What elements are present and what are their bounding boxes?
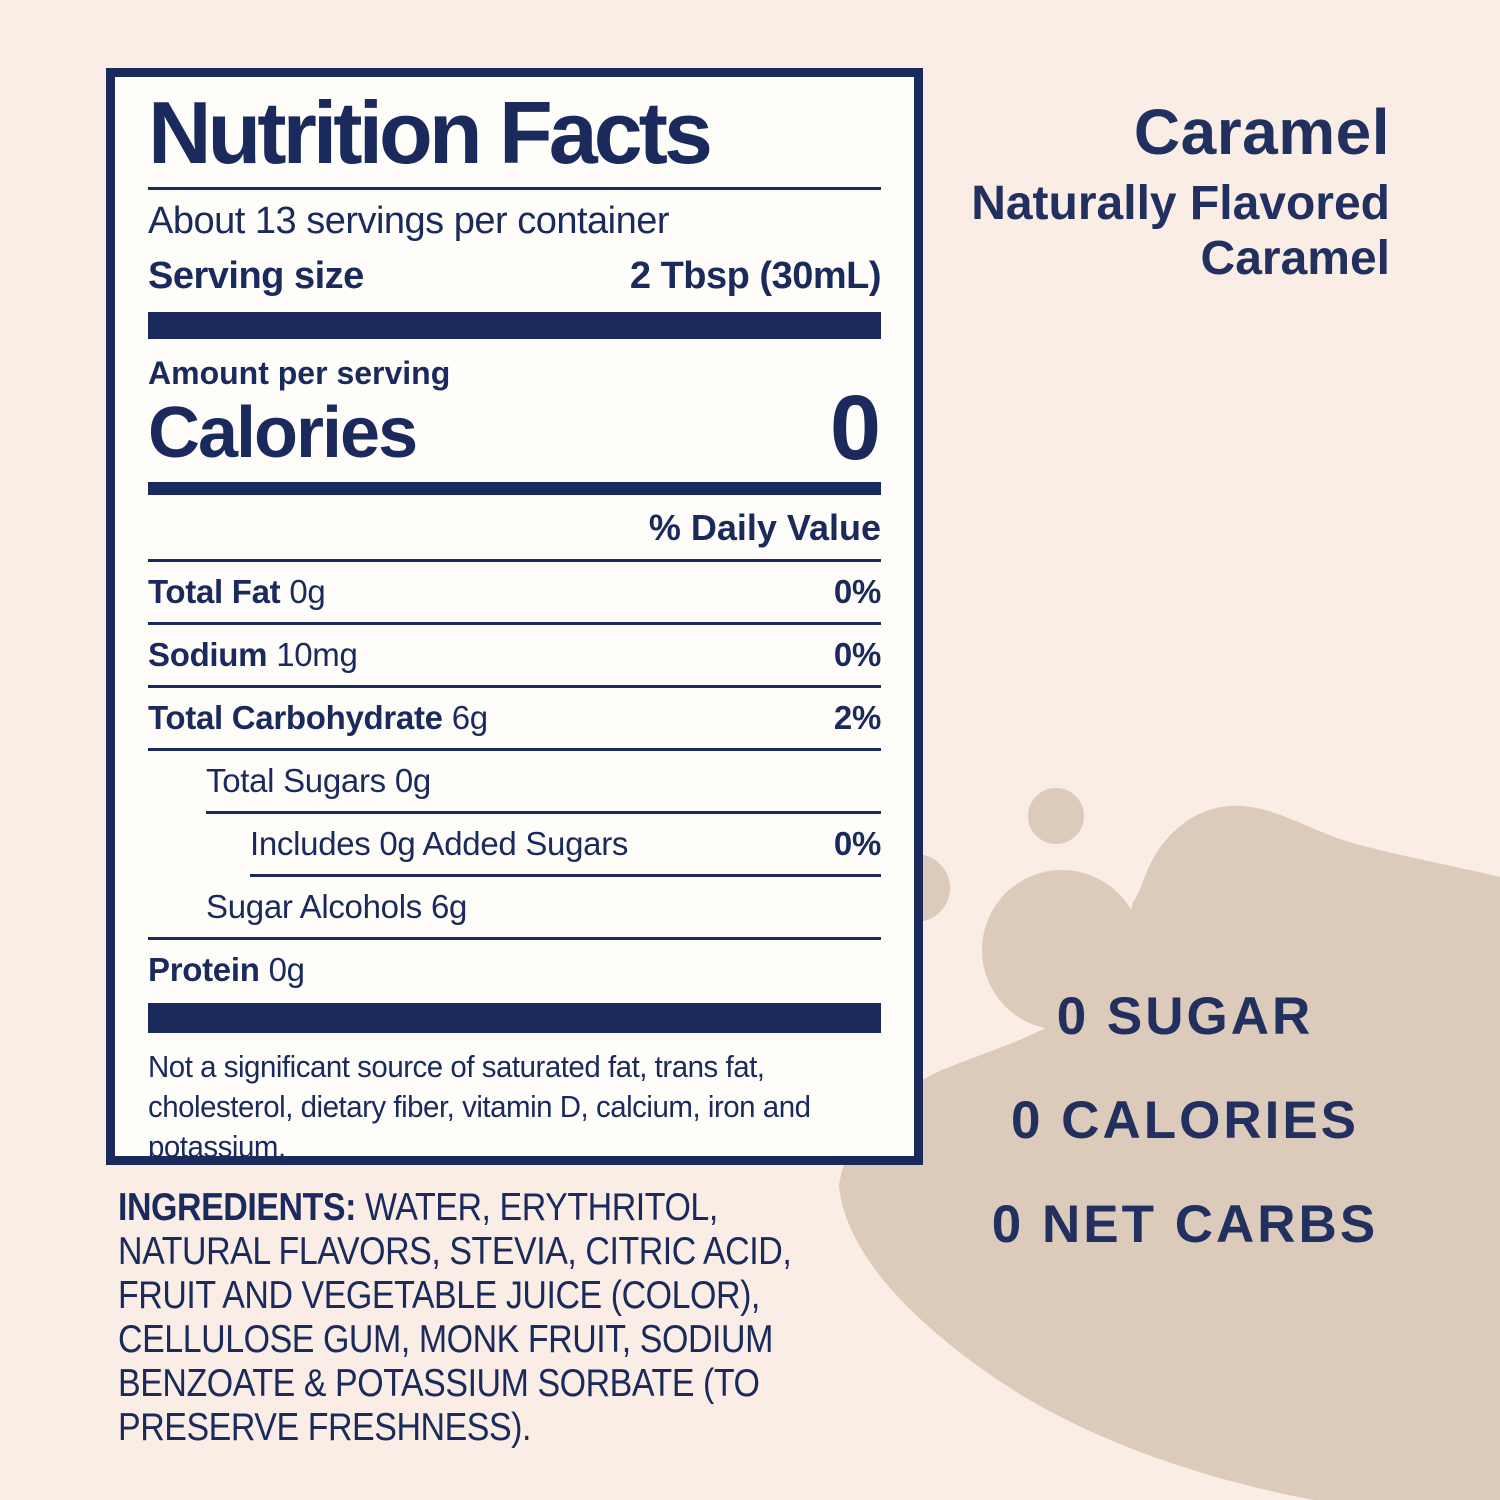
nutrient-dv: 2% [833,699,881,736]
claim-zero-net-carbs: 0 NET CARBS [991,1195,1379,1254]
nutrition-facts-title: Nutrition Facts [148,83,713,182]
nutrient-name: Total Fat 0g [148,573,326,610]
nutrient-row-sugar-alcohols: Sugar Alcohols 6g [148,877,881,937]
nutrition-facts-panel: Nutrition Facts About 13 servings per co… [106,68,923,1165]
section-bar [148,312,881,339]
serving-size-row: Serving size 2 Tbsp (30mL) [148,255,882,298]
nutrient-row-total-fat: Total Fat 0g 0% [148,562,881,622]
divider [148,187,881,190]
nutrient-dv: 0% [833,636,881,673]
ingredients-line: NATURAL FLAVORS, STEVIA, CITRIC ACID, [118,1230,792,1273]
ingredients-heading: INGREDIENTS: [118,1186,356,1229]
footnote-line: Not a significant source of saturated fa… [148,1049,765,1084]
calories-label: Calories [148,392,418,473]
divider [148,748,881,751]
divider-indented [206,811,881,814]
flavor-subtitle: Naturally Flavored [971,177,1390,230]
nutrient-name: Total Carbohydrate 6g [148,699,488,736]
ingredients-line: INGREDIENTS: WATER, ERYTHRITOL, [118,1186,718,1229]
divider [148,937,881,940]
splash-droplet-small [1028,788,1084,844]
serving-size-value: 2 Tbsp (30mL) [629,255,882,297]
nutrient-name: Sugar Alcohols 6g [206,888,468,925]
divider [148,685,881,688]
nutrient-row-sodium: Sodium 10mg 0% [148,625,881,685]
divider [148,622,881,625]
label-footnote: Not a significant source of saturated fa… [148,1047,844,1167]
divider-indented [250,874,881,877]
daily-value-header: % Daily Value [648,507,881,548]
ingredients-line: FRUIT AND VEGETABLE JUICE (COLOR), [118,1274,760,1317]
nutrient-name: Includes 0g Added Sugars [250,825,629,862]
nutrient-dv: 0% [833,573,881,610]
divider-medium [148,482,881,495]
servings-per-container: About 13 servings per container [148,200,670,242]
ingredients-line: BENZOATE & POTASSIUM SORBATE (TO [118,1362,760,1405]
claim-zero-sugar: 0 SUGAR [1056,987,1314,1046]
flavor-subtitle: Caramel [1200,232,1390,285]
ingredients-line: PRESERVE FRESHNESS). [118,1406,532,1449]
flavor-block: Caramel Naturally Flavored Caramel [971,100,1390,286]
claim-zero-calories: 0 CALORIES [1010,1091,1360,1150]
divider [148,559,881,562]
serving-size-label: Serving size [148,255,364,297]
amount-per-serving-label: Amount per serving [148,355,451,391]
nutrient-name: Total Sugars 0g [206,762,431,799]
nutrient-name: Sodium 10mg [148,636,358,673]
flavor-name: Caramel [1133,96,1390,168]
footnote-line: cholesterol, dietary fiber, vitamin D, c… [148,1089,811,1124]
nutrient-row-protein: Protein 0g [148,940,881,1000]
nutrient-row-total-carbohydrate: Total Carbohydrate 6g 2% [148,688,881,748]
ingredients-line: CELLULOSE GUM, MONK FRUIT, SODIUM [118,1318,773,1361]
nutrient-name: Protein 0g [148,951,305,988]
nutrient-dv: 0% [833,825,881,862]
calories-value: 0 [829,376,881,479]
calories-row: Calories 0 [148,376,881,479]
nutrient-row-added-sugars: Includes 0g Added Sugars 0% [148,814,881,874]
section-bar [148,1003,881,1033]
splash-main-blob [839,805,1500,1500]
ingredients-list: INGREDIENTS: WATER, ERYTHRITOL, NATURAL … [118,1186,792,1450]
nutrient-row-total-sugars: Total Sugars 0g [148,751,881,811]
claims-block: 0 SUGAR 0 CALORIES 0 NET CARBS [870,990,1500,1302]
footnote-line: potassium. [148,1129,286,1164]
